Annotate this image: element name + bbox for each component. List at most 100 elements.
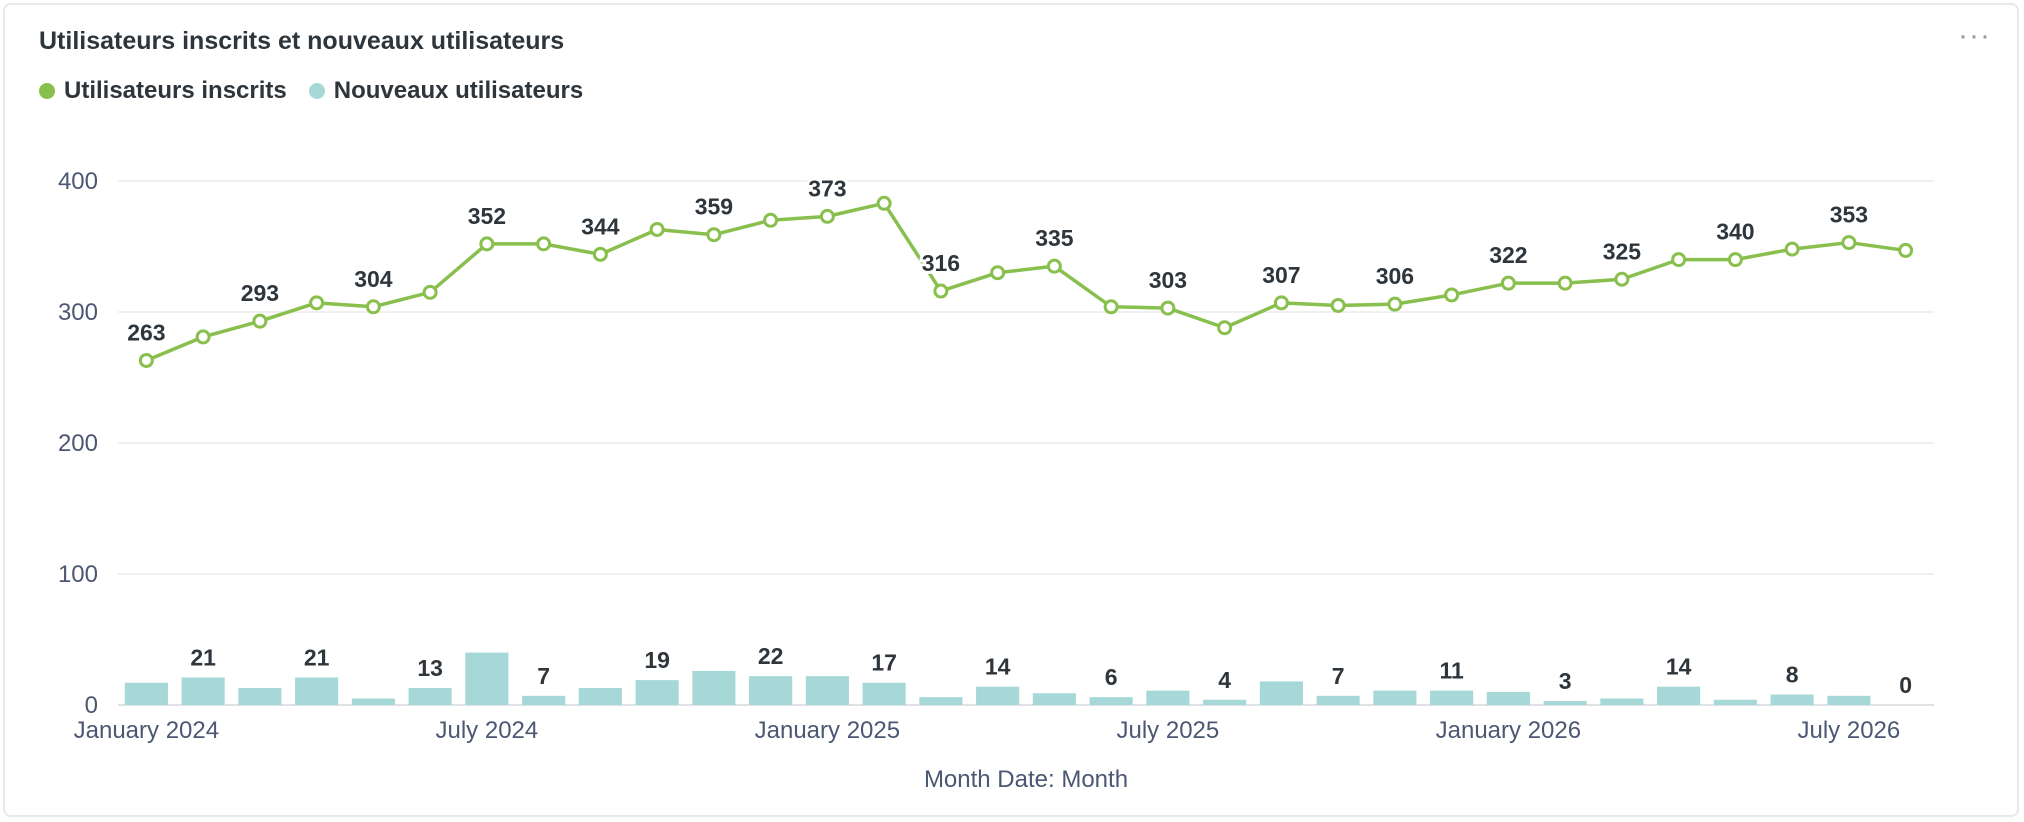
line-data-label: 335 — [1035, 225, 1074, 251]
bar — [1543, 701, 1587, 705]
line-point — [649, 221, 665, 237]
bar — [295, 677, 339, 705]
line-point — [309, 295, 325, 311]
line-data-label: 359 — [695, 194, 733, 220]
bar-data-label: 8 — [1786, 662, 1799, 688]
chart-card: Utilisateurs inscrits et nouveaux utilis… — [3, 3, 2019, 817]
bar-data-label: 14 — [1666, 654, 1692, 680]
line-data-label: 303 — [1149, 267, 1187, 293]
x-tick-label: July 2025 — [1117, 717, 1220, 744]
line-point — [1557, 275, 1573, 291]
bar — [408, 687, 452, 705]
line-point — [706, 227, 722, 243]
line-point — [1898, 242, 1914, 258]
bar-data-label: 19 — [644, 647, 670, 673]
bar — [1203, 699, 1247, 705]
x-tick-label: July 2026 — [1798, 717, 1901, 744]
line-data-label: 325 — [1603, 238, 1642, 264]
line-point — [876, 195, 892, 211]
x-tick-label: January 2026 — [1436, 717, 1581, 744]
bar — [578, 687, 622, 705]
line-point — [138, 352, 154, 368]
line-point — [1046, 258, 1062, 274]
more-options-icon[interactable]: ··· — [1958, 19, 1991, 52]
line-point — [1671, 252, 1687, 268]
line-point — [1727, 252, 1743, 268]
bar — [1657, 686, 1701, 705]
bar — [124, 682, 168, 705]
line-point — [1273, 295, 1289, 311]
line-data-label: 293 — [241, 280, 279, 306]
line-point — [1614, 271, 1630, 287]
legend-item-new-users[interactable]: Nouveaux utilisateurs — [308, 77, 584, 105]
line-data-label: 344 — [581, 213, 620, 239]
line-point — [1103, 299, 1119, 315]
y-tick-label: 400 — [58, 168, 98, 195]
line-data-label: 322 — [1489, 242, 1527, 268]
bar — [1373, 690, 1417, 705]
line-data-label: 373 — [808, 175, 846, 201]
line-point — [933, 283, 949, 299]
bar — [351, 698, 395, 705]
bar-data-label: 7 — [537, 663, 550, 689]
line-data-label: 306 — [1376, 263, 1414, 289]
bar — [635, 680, 679, 705]
legend-dot-icon — [39, 83, 55, 99]
bar — [238, 687, 282, 705]
bar — [1770, 694, 1814, 705]
line-point — [763, 212, 779, 228]
line-data-label: 340 — [1716, 219, 1754, 245]
bar-data-label: 21 — [190, 644, 216, 670]
line-point — [1784, 241, 1800, 257]
x-axis-title: Month Date: Month — [924, 766, 1128, 793]
bar-data-label: 21 — [304, 644, 330, 670]
bar — [1713, 699, 1757, 705]
bar — [1316, 695, 1360, 705]
x-tick-label: July 2024 — [436, 717, 539, 744]
line-point — [1160, 300, 1176, 316]
bar — [1032, 693, 1076, 705]
bar-data-label: 11 — [1439, 658, 1464, 684]
line-point — [1330, 297, 1346, 313]
bar — [522, 695, 566, 705]
bar — [805, 676, 849, 705]
line-point — [195, 329, 211, 345]
line-point — [422, 284, 438, 300]
legend-label: Nouveaux utilisateurs — [333, 77, 584, 104]
legend-item-registered-users[interactable]: Utilisateurs inscrits — [39, 77, 287, 105]
bar — [1259, 681, 1303, 705]
line-point — [819, 208, 835, 224]
bar-data-label: 3 — [1559, 668, 1572, 694]
line-point — [1500, 275, 1516, 291]
bar-data-label: 0 — [1899, 672, 1912, 698]
y-tick-label: 300 — [58, 299, 98, 326]
bar-data-label: 6 — [1105, 664, 1118, 690]
bar — [1146, 690, 1190, 705]
bar-data-label: 4 — [1218, 667, 1231, 693]
bar — [692, 670, 736, 705]
line-data-label: 316 — [922, 250, 960, 276]
line-data-label: 307 — [1262, 262, 1300, 288]
line-point — [365, 299, 381, 315]
bar — [749, 676, 793, 705]
line-point — [252, 313, 268, 329]
chart-legend: Utilisateurs inscrits Nouveaux utilisate… — [39, 77, 583, 105]
chart-title: Utilisateurs inscrits et nouveaux utilis… — [39, 27, 565, 55]
legend-label: Utilisateurs inscrits — [64, 77, 287, 104]
line-point — [592, 246, 608, 262]
bar — [862, 682, 906, 705]
bar — [1600, 698, 1644, 705]
bar-data-label: 22 — [758, 643, 784, 669]
line-point — [990, 265, 1006, 281]
line-point — [1444, 287, 1460, 303]
x-tick-label: January 2025 — [755, 717, 900, 744]
bar — [465, 652, 509, 705]
line-point — [1387, 296, 1403, 312]
line-series-path — [145, 201, 1906, 363]
line-data-label: 304 — [354, 266, 393, 292]
line-data-label: 352 — [468, 203, 506, 229]
bar-data-label: 14 — [985, 654, 1011, 680]
line-point — [1217, 320, 1233, 336]
bar — [919, 697, 963, 705]
